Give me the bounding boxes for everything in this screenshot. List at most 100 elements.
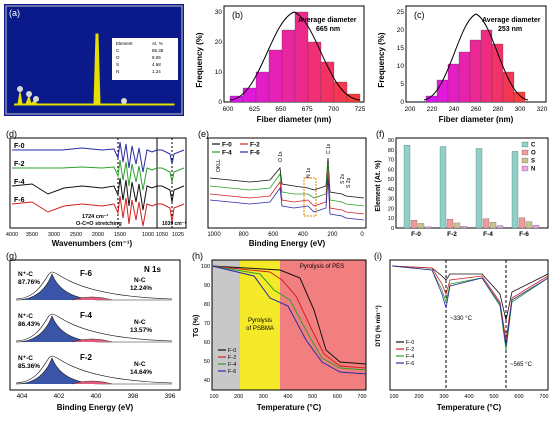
n1s-nc-label: N-C [134, 277, 146, 284]
n1s-nplus-label: N⁺-C [18, 271, 33, 278]
panel-b-label: (b) [232, 10, 243, 20]
xps-legend-label: F-2 [250, 142, 260, 149]
tg-f0 [211, 265, 367, 365]
panel-h-ytick: 50 [204, 359, 210, 365]
panel-d-xtick: 4000 [6, 232, 18, 238]
panel-b-xtick: 700 [328, 106, 339, 113]
n1s-nc-value: 13.57% [130, 327, 152, 334]
tg-legend-label: F-0 [228, 348, 236, 354]
dtg-f0 [391, 265, 549, 321]
panel-g-n1s: (g) N 1s N⁺-C87.76%F-6N-C12.24%N⁺-C86.43… [6, 251, 181, 412]
panel-i-xlabel: Temperature (°C) [437, 403, 502, 412]
panel-c-annotation-value: 253 nm [498, 26, 522, 33]
panel-h-ytick: 40 [204, 378, 210, 384]
panel-g-xtick: 400 [91, 393, 102, 400]
dtg-f4 [391, 265, 549, 351]
ftir-f0 [12, 141, 185, 173]
xps-peak-o1s: O 1s [278, 151, 284, 162]
panel-f-xtick: F-4 [483, 231, 493, 238]
panel-c-bar [436, 79, 449, 103]
dtg-f2 [391, 265, 549, 341]
panel-b-bar [255, 71, 270, 103]
panel-h-ytick: 60 [204, 340, 210, 346]
panel-i-ylabel: DTG (% min⁻¹) [375, 305, 382, 346]
element-bar [532, 224, 540, 229]
element-bar [482, 218, 490, 229]
n1s-nc-label: N-C [134, 319, 146, 326]
panel-a-label: (a) [9, 8, 20, 18]
xps-peak-s2p: S 2p [346, 177, 352, 188]
panel-f-ytick: 0 [391, 226, 394, 232]
panel-d-xtick: 1025 [172, 232, 184, 238]
panel-g-label: (g) [6, 251, 17, 261]
panel-h-ylabel: TG (%) [193, 315, 200, 338]
element-legend-label: C [531, 143, 536, 149]
panel-d-ftir: (d) F-0 F-2 F-4 F-6 1724 cm⁻¹ O-C=O stre… [6, 129, 187, 248]
xps-peak-n1s: N 1s [306, 167, 312, 178]
panel-c-xtick: 260 [471, 106, 482, 113]
ftir-label-f4: F-4 [14, 179, 25, 186]
panel-h-label: (h) [192, 251, 203, 261]
tg-region-psbma: Pyrolysis [248, 318, 272, 324]
element-bar [496, 225, 504, 229]
ftir-label-f2: F-2 [14, 161, 25, 168]
panel-c-ylabel: Frequency (%) [377, 32, 386, 87]
n1s-envelope [15, 271, 173, 300]
panel-i-label: (i) [374, 251, 382, 261]
n1s-envelope [15, 313, 173, 342]
panel-g-xtick: 402 [54, 393, 65, 400]
eds-element-s: S [116, 62, 119, 67]
panel-h-xtick: 700 [357, 394, 366, 400]
tg-region-psbma-2: of PSBMA [246, 326, 274, 332]
panel-b-ytick: 20 [215, 39, 223, 46]
peak-marker-c [17, 86, 23, 92]
tg-f6 [211, 265, 367, 375]
panel-f-ytick: 90 [388, 138, 394, 144]
panel-c-fit-curve [423, 13, 529, 101]
element-bar [446, 219, 454, 229]
element-legend-label: S [531, 159, 535, 165]
panel-f-label: (f) [376, 129, 385, 139]
ftir-label-f0: F-0 [14, 143, 25, 150]
panel-c-xtick: 300 [515, 106, 526, 113]
panel-g-xlabel: Binding Energy (eV) [57, 403, 134, 412]
panel-a-eds: (a) Element At. % C 85.38 O 8.06 S 4.68 N 1.24 [4, 4, 184, 116]
panel-b-bar [307, 41, 322, 103]
panel-c-ytick: 20 [397, 27, 405, 34]
panel-h-ytick: 70 [204, 321, 210, 327]
n1s-peak-nc [71, 338, 113, 343]
element-bar [511, 151, 519, 229]
element-bar [460, 226, 468, 229]
panel-f-ytick: 10 [388, 216, 394, 222]
xps-f2 [209, 163, 365, 207]
panel-c-xtick: 240 [449, 106, 460, 113]
eds-value-o: 8.06 [152, 55, 161, 60]
panel-c-bar [513, 91, 526, 103]
panel-i-xtick: 400 [464, 394, 473, 400]
panel-i-xtick: 200 [414, 394, 423, 400]
n1s-sample-name: F-4 [80, 311, 93, 320]
panel-b-xtick: 600 [223, 106, 234, 113]
panel-b-xtick: 625 [249, 106, 260, 113]
panel-b-xlabel: Fiber diameter (nm) [257, 115, 332, 124]
xps-highlight-box [303, 177, 317, 217]
panel-c-ytick: 0 [400, 99, 404, 106]
panel-f-ytick: 30 [388, 197, 394, 203]
panel-i-xtick: 500 [489, 394, 498, 400]
panel-f-ytick: 70 [388, 158, 394, 164]
element-bar [518, 217, 526, 229]
panel-e-xtick: 200 [327, 232, 338, 238]
panel-b-bar [333, 81, 348, 103]
xps-peak-s2s: S 2s [340, 173, 346, 184]
element-bar [439, 146, 447, 229]
panel-b-ytick: 10 [215, 69, 223, 76]
panel-b-annotation: Average diameter [298, 17, 357, 24]
eds-value-c: 85.38 [152, 48, 164, 53]
element-bar [475, 148, 483, 229]
panel-d-xtick: 1500 [114, 232, 126, 238]
n1s-nplus-value: 86.43% [18, 321, 40, 328]
eds-table-header-at: At. % [152, 41, 163, 46]
panel-g-xtick: 404 [17, 393, 28, 400]
element-legend-label: O [531, 151, 536, 157]
panel-e-xps: (e) F-0 F-2 F-4 F-6 OKLL O 1s N 1s C 1s S 2… [198, 129, 367, 248]
